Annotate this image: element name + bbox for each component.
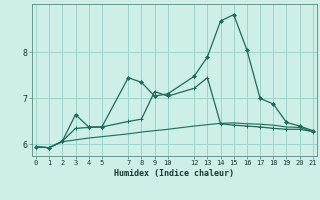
X-axis label: Humidex (Indice chaleur): Humidex (Indice chaleur)	[115, 169, 234, 178]
